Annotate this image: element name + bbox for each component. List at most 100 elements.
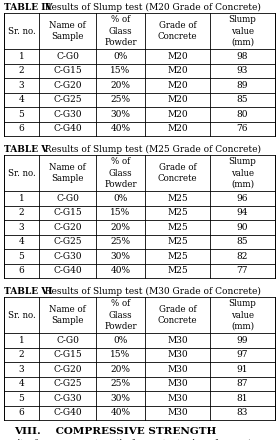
Text: % of
Glass
Powder: % of Glass Powder [104, 299, 137, 330]
Text: 40%: 40% [110, 124, 131, 133]
Text: M25: M25 [167, 237, 188, 246]
Text: Sr. no.: Sr. no. [8, 26, 35, 36]
Text: 77: 77 [237, 266, 248, 275]
Text: 93: 93 [237, 66, 248, 75]
Text: 4: 4 [19, 237, 25, 246]
Text: 15%: 15% [110, 208, 131, 217]
Text: C-G30: C-G30 [54, 252, 82, 261]
Text: Sr. no.: Sr. no. [8, 169, 35, 177]
Text: 25%: 25% [110, 237, 131, 246]
Text: M30: M30 [167, 365, 188, 374]
Text: 0%: 0% [113, 336, 128, 345]
Text: 6: 6 [19, 266, 25, 275]
Text: 30%: 30% [110, 394, 131, 403]
Text: 20%: 20% [110, 81, 131, 90]
Text: C-G25: C-G25 [53, 237, 82, 246]
Text: 1: 1 [19, 52, 25, 61]
Text: Sr. no.: Sr. no. [8, 311, 35, 319]
Text: 5: 5 [19, 252, 25, 261]
Text: 2: 2 [19, 350, 25, 359]
Text: M25: M25 [167, 252, 188, 261]
Text: M25: M25 [167, 208, 188, 217]
Text: M25: M25 [167, 194, 188, 203]
Text: C-G30: C-G30 [54, 394, 82, 403]
Text: 0%: 0% [113, 194, 128, 203]
Text: Grade of
Concrete: Grade of Concrete [158, 21, 197, 41]
Text: VIII.: VIII. [14, 427, 41, 436]
Text: C-G0: C-G0 [56, 336, 79, 345]
Text: C-G40: C-G40 [53, 124, 82, 133]
Text: Slump
value
(mm): Slump value (mm) [229, 158, 256, 189]
Text: % of
Glass
Powder: % of Glass Powder [104, 15, 137, 47]
Text: Results of Slump test (M30 Grade of Concrete): Results of Slump test (M30 Grade of Conc… [39, 287, 261, 296]
Text: Results of Slump test (M25 Grade of Concrete): Results of Slump test (M25 Grade of Conc… [39, 145, 261, 154]
Text: 80: 80 [237, 110, 248, 119]
Text: C-G25: C-G25 [53, 95, 82, 104]
Text: C-G25: C-G25 [53, 379, 82, 388]
Text: Grade of
Concrete: Grade of Concrete [158, 163, 197, 183]
Text: M30: M30 [167, 350, 188, 359]
Text: 98: 98 [237, 52, 248, 61]
Text: 76: 76 [237, 124, 248, 133]
Text: C-G15: C-G15 [53, 66, 82, 75]
Text: 82: 82 [237, 252, 248, 261]
Text: C-G15: C-G15 [53, 208, 82, 217]
Text: C-G20: C-G20 [54, 223, 82, 232]
Text: 85: 85 [237, 95, 248, 104]
Text: 97: 97 [237, 350, 248, 359]
Text: C-G20: C-G20 [54, 365, 82, 374]
Text: 30%: 30% [110, 110, 131, 119]
Text: 1: 1 [19, 194, 25, 203]
Text: 91: 91 [237, 365, 248, 374]
Text: 5: 5 [19, 110, 25, 119]
Text: M20: M20 [167, 66, 188, 75]
Text: 6: 6 [19, 124, 25, 133]
Text: 1: 1 [19, 336, 25, 345]
Text: C-G40: C-G40 [53, 408, 82, 417]
Text: Name of
Sample: Name of Sample [49, 21, 86, 41]
Text: M20: M20 [167, 124, 188, 133]
Text: TABLE V: TABLE V [4, 145, 48, 154]
Text: 3: 3 [19, 365, 25, 374]
Text: 2: 2 [19, 208, 25, 217]
Text: Name of
Sample: Name of Sample [49, 163, 86, 183]
Text: 4: 4 [19, 95, 25, 104]
Text: 15%: 15% [110, 66, 131, 75]
Text: 25%: 25% [110, 379, 131, 388]
Text: 40%: 40% [110, 266, 131, 275]
Text: 81: 81 [237, 394, 248, 403]
Text: M25: M25 [167, 266, 188, 275]
Text: Slump
value
(mm): Slump value (mm) [229, 15, 256, 47]
Text: 30%: 30% [110, 252, 131, 261]
Text: 89: 89 [237, 81, 248, 90]
Text: Name of
Sample: Name of Sample [49, 305, 86, 325]
Text: M20: M20 [167, 110, 188, 119]
Text: 6: 6 [19, 408, 25, 417]
Text: C-G15: C-G15 [53, 350, 82, 359]
Text: 90: 90 [237, 223, 248, 232]
Text: M20: M20 [167, 95, 188, 104]
Text: C-G0: C-G0 [56, 52, 79, 61]
Text: TABLE IV: TABLE IV [4, 3, 52, 12]
Text: 5: 5 [19, 394, 25, 403]
Text: C-G40: C-G40 [53, 266, 82, 275]
Text: 3: 3 [19, 81, 25, 90]
Text: C-G30: C-G30 [54, 110, 82, 119]
Text: C-G20: C-G20 [54, 81, 82, 90]
Text: 25%: 25% [110, 95, 131, 104]
Text: 2: 2 [19, 66, 25, 75]
Text: M30: M30 [167, 336, 188, 345]
Text: 20%: 20% [110, 365, 131, 374]
Text: % of
Glass
Powder: % of Glass Powder [104, 158, 137, 189]
Text: esults of Compressive strength of concrete at 7 days of curing (M20 G...: esults of Compressive strength of concre… [4, 439, 279, 440]
Text: 4: 4 [19, 379, 25, 388]
Text: C-G0: C-G0 [56, 194, 79, 203]
Text: 3: 3 [19, 223, 25, 232]
Text: M30: M30 [167, 394, 188, 403]
Text: Slump
value
(mm): Slump value (mm) [229, 299, 256, 330]
Text: 15%: 15% [110, 350, 131, 359]
Text: M20: M20 [167, 81, 188, 90]
Text: 99: 99 [237, 336, 248, 345]
Text: 94: 94 [237, 208, 248, 217]
Text: 40%: 40% [110, 408, 131, 417]
